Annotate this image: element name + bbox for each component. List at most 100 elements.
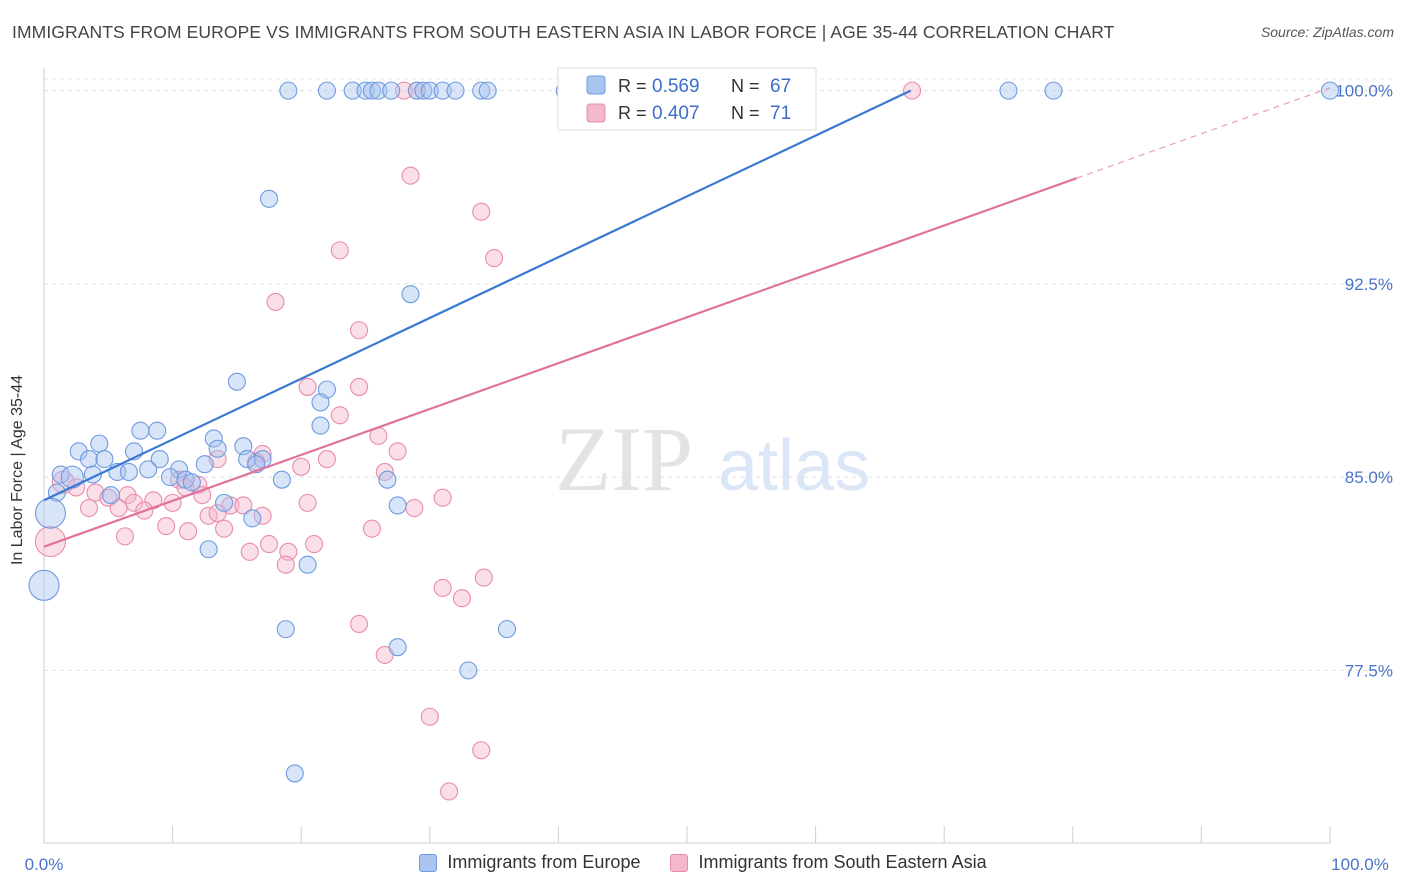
- trend-line-sea: [43, 177, 1078, 548]
- sea-point-11: [330, 406, 349, 425]
- europe-point-41: [60, 465, 84, 489]
- bottom-legend-item-sea: Immigrants from South Eastern Asia: [670, 852, 987, 873]
- chart-title: IMMIGRANTS FROM EUROPE VS IMMIGRANTS FRO…: [12, 22, 1115, 42]
- europe-point-37: [238, 450, 257, 469]
- grid-lines: [44, 78, 1394, 671]
- europe-point-27: [90, 434, 109, 453]
- watermark-zip: ZIP: [555, 408, 693, 510]
- europe-point-33: [95, 450, 114, 469]
- europe-point-3: [356, 81, 375, 100]
- trend-line-europe: [43, 89, 912, 502]
- europe-point-44: [119, 462, 138, 482]
- europe-point-28: [204, 429, 223, 448]
- europe-point-50: [272, 470, 291, 489]
- sea-point-44: [178, 522, 198, 541]
- sea-point-61: [440, 782, 459, 801]
- europe-point-31: [69, 442, 88, 461]
- sea-point-32: [79, 498, 99, 518]
- sea-point-7: [266, 292, 285, 311]
- legend-swatch-europe: [586, 75, 606, 95]
- europe-point-1: [317, 81, 336, 100]
- sea-point-39: [433, 488, 452, 507]
- europe-point-24: [311, 416, 330, 435]
- sea-point-47: [115, 527, 135, 546]
- legend-swatch-sea: [586, 103, 606, 123]
- europe-point-26: [148, 421, 167, 440]
- europe-point-64: [459, 661, 478, 680]
- europe-point-63: [388, 638, 407, 657]
- europe-point-61: [276, 620, 295, 639]
- sea-point-5: [330, 241, 349, 260]
- europe-point-21: [227, 372, 246, 391]
- sea-point-3: [401, 166, 420, 185]
- europe-point-53: [101, 486, 120, 505]
- sea-point-42: [253, 506, 272, 525]
- sea-point-57: [350, 614, 369, 634]
- bottom-legend-item-europe: Immigrants from Europe: [419, 852, 640, 873]
- europe-point-49: [182, 473, 201, 492]
- europe-point-17: [1044, 81, 1063, 100]
- sea-point-37: [298, 493, 317, 512]
- y-tick-label-0: 77.5%: [1345, 661, 1393, 680]
- legend-n-value-sea: 71: [770, 103, 791, 124]
- sea-point-38: [405, 498, 424, 518]
- y-tick-label-2: 92.5%: [1345, 275, 1393, 294]
- y-tick-label-1: 85.0%: [1345, 468, 1393, 487]
- europe-point-45: [139, 460, 158, 479]
- europe-point-11: [446, 81, 465, 100]
- sea-point-4: [472, 202, 491, 221]
- europe-point-13: [478, 81, 497, 100]
- europe-point-12: [472, 81, 491, 100]
- sea-point-59: [420, 707, 439, 726]
- europe-point-25: [131, 421, 150, 440]
- europe-point-6: [382, 81, 401, 100]
- x-tick-label-1: 100.0%: [1331, 855, 1389, 874]
- sea-point-41: [208, 504, 227, 523]
- europe-point-58: [199, 540, 218, 559]
- europe-point-10: [433, 81, 452, 100]
- bottom-legend-label-sea: Immigrants from South Eastern Asia: [698, 852, 987, 872]
- europe-point-18: [1320, 81, 1340, 100]
- europe-point-23: [311, 393, 330, 412]
- europe-point-55: [388, 496, 407, 515]
- tick-labels: 77.5% 85.0% 92.5% 100.0% 0.0% 100.0%: [25, 82, 1393, 874]
- europe-point-8: [414, 81, 433, 100]
- sea-point-6: [485, 249, 504, 268]
- sea-point-43: [157, 517, 176, 536]
- europe-point-32: [79, 450, 99, 469]
- europe-point-0: [279, 81, 298, 100]
- europe-point-20: [401, 285, 420, 304]
- sea-point-49: [305, 535, 324, 554]
- sea-point-0: [395, 81, 414, 100]
- y-tick-label-3: 100.0%: [1335, 82, 1393, 101]
- europe-point-54: [214, 493, 234, 512]
- europe-point-56: [243, 509, 262, 528]
- europe-point-7: [407, 81, 426, 100]
- europe-point-5: [369, 81, 388, 100]
- europe-point-29: [208, 439, 227, 458]
- europe-point-51: [378, 470, 397, 489]
- sea-point-36: [234, 496, 253, 515]
- bottom-swatch-europe: [419, 853, 438, 872]
- bottom-swatch-sea: [670, 853, 689, 872]
- europe-point-57: [34, 497, 66, 529]
- sea-point-48: [259, 535, 279, 554]
- europe-point-9: [420, 81, 439, 100]
- sea-point-10: [350, 377, 369, 396]
- bottom-legend: Immigrants from Europe Immigrants from S…: [0, 852, 1406, 873]
- axes: [43, 68, 1331, 844]
- europe-point-19: [259, 189, 279, 208]
- europe-point-35: [150, 450, 169, 469]
- europe-point-4: [362, 81, 381, 100]
- x-tick-label-0: 0.0%: [25, 855, 64, 874]
- legend-n-label-europe: N =: [731, 76, 760, 96]
- sea-point-13: [388, 442, 407, 461]
- sea-point-54: [474, 568, 493, 587]
- sea-point-56: [452, 589, 472, 608]
- sea-point-53: [34, 525, 66, 558]
- stats-legend: R = 0.569 N = 67 R = 0.407 N = 71: [557, 67, 817, 131]
- legend-n-value-europe: 67: [770, 76, 791, 97]
- sea-point-15: [317, 450, 336, 469]
- europe-point-60: [28, 569, 60, 601]
- sea-point-50: [240, 542, 259, 561]
